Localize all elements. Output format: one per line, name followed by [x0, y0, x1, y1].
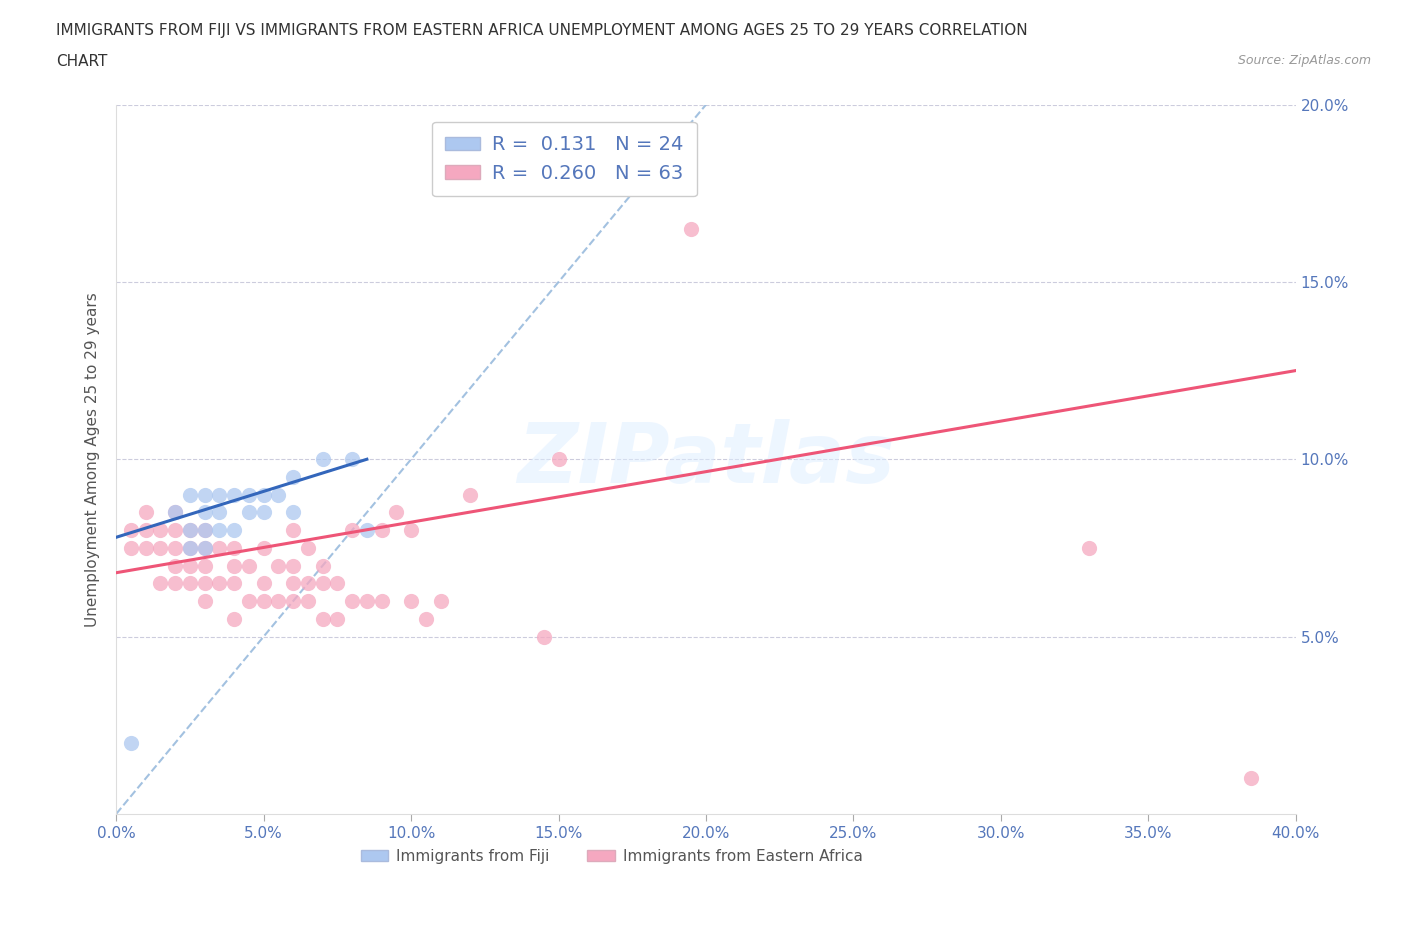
Point [194, 540, 217, 555]
Point [283, 523, 305, 538]
Point [681, 221, 703, 236]
Point [179, 523, 201, 538]
Point [340, 593, 363, 608]
Point [533, 629, 555, 644]
Point [311, 576, 333, 591]
Point [194, 523, 217, 538]
Point [179, 558, 201, 573]
Point [135, 523, 157, 538]
Point [179, 540, 201, 555]
Text: Source: ZipAtlas.com: Source: ZipAtlas.com [1237, 54, 1371, 67]
Point [283, 505, 305, 520]
Point [194, 523, 217, 538]
Point [224, 540, 246, 555]
Point [326, 611, 349, 626]
Text: IMMIGRANTS FROM FIJI VS IMMIGRANTS FROM EASTERN AFRICA UNEMPLOYMENT AMONG AGES 2: IMMIGRANTS FROM FIJI VS IMMIGRANTS FROM … [56, 23, 1028, 38]
Point [135, 505, 157, 520]
Point [283, 576, 305, 591]
Point [311, 558, 333, 573]
Point [399, 523, 422, 538]
Point [297, 540, 319, 555]
Point [283, 593, 305, 608]
Point [356, 593, 378, 608]
Point [194, 558, 217, 573]
Point [253, 593, 276, 608]
Point [208, 576, 231, 591]
Point [149, 576, 172, 591]
Point [179, 523, 201, 538]
Point [179, 487, 201, 502]
Point [149, 523, 172, 538]
Point [194, 593, 217, 608]
Point [165, 576, 187, 591]
Point [253, 576, 276, 591]
Point [179, 576, 201, 591]
Point [194, 487, 217, 502]
Point [458, 487, 481, 502]
Point [311, 452, 333, 467]
Y-axis label: Unemployment Among Ages 25 to 29 years: Unemployment Among Ages 25 to 29 years [86, 292, 100, 627]
Point [340, 452, 363, 467]
Point [165, 505, 187, 520]
Point [165, 540, 187, 555]
Point [399, 593, 422, 608]
Point [208, 487, 231, 502]
Point [194, 540, 217, 555]
Point [149, 540, 172, 555]
Point [283, 470, 305, 485]
Point [297, 576, 319, 591]
Point [224, 558, 246, 573]
Point [340, 523, 363, 538]
Point [370, 593, 392, 608]
Point [297, 593, 319, 608]
Point [165, 523, 187, 538]
Point [194, 505, 217, 520]
Text: ZIPatlas: ZIPatlas [517, 418, 894, 499]
Point [267, 558, 290, 573]
Point [253, 540, 276, 555]
Point [208, 523, 231, 538]
Point [267, 593, 290, 608]
Point [238, 593, 260, 608]
Point [179, 540, 201, 555]
Point [208, 505, 231, 520]
Point [238, 558, 260, 573]
Point [385, 505, 408, 520]
Point [1078, 540, 1101, 555]
Point [253, 505, 276, 520]
Point [135, 540, 157, 555]
Point [120, 523, 142, 538]
Point [429, 593, 451, 608]
Text: CHART: CHART [56, 54, 108, 69]
Point [208, 540, 231, 555]
Point [224, 611, 246, 626]
Point [165, 558, 187, 573]
Point [165, 505, 187, 520]
Point [194, 576, 217, 591]
Point [253, 487, 276, 502]
Point [326, 576, 349, 591]
Point [283, 558, 305, 573]
Point [224, 576, 246, 591]
Point [224, 523, 246, 538]
Legend: R =  0.131   N = 24, R =  0.260   N = 63: R = 0.131 N = 24, R = 0.260 N = 63 [432, 122, 697, 196]
Point [1240, 771, 1263, 786]
Point [120, 540, 142, 555]
Point [267, 487, 290, 502]
Point [547, 452, 569, 467]
Point [120, 736, 142, 751]
Point [356, 523, 378, 538]
Point [224, 487, 246, 502]
Point [238, 487, 260, 502]
Point [311, 611, 333, 626]
Point [415, 611, 437, 626]
Point [238, 505, 260, 520]
Point [370, 523, 392, 538]
